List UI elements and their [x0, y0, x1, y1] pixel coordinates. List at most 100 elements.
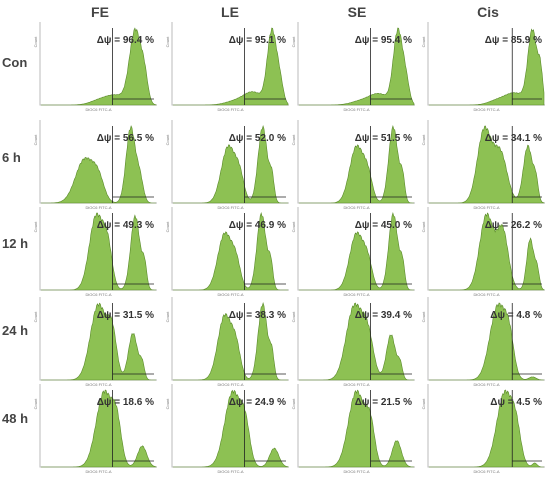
histogram-area [173, 27, 289, 106]
row-label-con: Con [2, 55, 28, 70]
x-axis-label: DiOC6 FITC-A [344, 205, 370, 210]
delta-psi-label: Δψ = 38.3 % [229, 310, 286, 321]
row-label-12h: 12 h [2, 236, 29, 251]
y-axis-label: Count [421, 134, 426, 146]
y-axis-label: Count [421, 398, 426, 410]
y-axis-label: Count [291, 311, 296, 323]
histogram-area [41, 302, 156, 381]
histogram-area [41, 27, 157, 106]
panel-le-6h: Count DiOC6 FITC-A Δψ = 52.0 % [165, 120, 289, 210]
y-axis-label: Count [33, 36, 38, 48]
histogram-area [173, 301, 288, 381]
histogram-area [173, 211, 288, 291]
x-axis-label: DiOC6 FITC-A [218, 205, 244, 210]
histogram-area [429, 212, 545, 291]
delta-psi-label: Δψ = 4.8 % [490, 310, 542, 321]
panel-cis-48h: Count DiOC6 FITC-A Δψ = 4.5 % [421, 384, 545, 474]
x-axis-label: DiOC6 FITC-A [86, 469, 112, 474]
delta-psi-label: Δψ = 34.1 % [485, 133, 542, 144]
delta-psi-label: Δψ = 39.4 % [355, 310, 412, 321]
histogram-area [299, 211, 414, 291]
histogram-area [173, 124, 288, 204]
x-axis-label: DiOC6 FITC-A [474, 107, 500, 112]
histogram-area [41, 212, 156, 291]
x-axis-label: DiOC6 FITC-A [86, 107, 112, 112]
panel-se-48h: Count DiOC6 FITC-A Δψ = 21.5 % [291, 384, 415, 474]
histogram-area [429, 389, 544, 468]
delta-psi-label: Δψ = 85.9 % [485, 35, 542, 46]
x-axis-label: DiOC6 FITC-A [344, 469, 370, 474]
histogram-area [299, 27, 415, 106]
y-axis-label: Count [165, 311, 170, 323]
panel-se-12h: Count DiOC6 FITC-A Δψ = 45.0 % [291, 207, 415, 297]
x-axis-label: DiOC6 FITC-A [344, 382, 370, 387]
x-axis-label: DiOC6 FITC-A [86, 205, 112, 210]
column-label-se: SE [347, 4, 367, 20]
x-axis-label: DiOC6 FITC-A [218, 292, 244, 297]
histogram-area [299, 124, 414, 204]
panel-fe-48h: Count DiOC6 FITC-A Δψ = 18.6 % [33, 384, 157, 474]
y-axis-label: Count [165, 221, 170, 233]
y-axis-label: Count [165, 134, 170, 146]
histogram-area [429, 28, 545, 106]
row-label-6h: 6 h [2, 150, 21, 165]
panel-se-con: Count DiOC6 FITC-A Δψ = 95.4 % [291, 22, 415, 112]
delta-psi-label: Δψ = 21.5 % [355, 397, 412, 408]
histogram-area [299, 389, 415, 468]
delta-psi-label: Δψ = 24.9 % [229, 397, 286, 408]
y-axis-label: Count [33, 398, 38, 410]
panel-cis-12h: Count DiOC6 FITC-A Δψ = 26.2 % [421, 207, 545, 297]
y-axis-label: Count [165, 398, 170, 410]
column-label-cis: Cis [477, 4, 499, 20]
y-axis-label: Count [291, 36, 296, 48]
y-axis-label: Count [421, 221, 426, 233]
delta-psi-label: Δψ = 18.6 % [97, 397, 154, 408]
panel-le-12h: Count DiOC6 FITC-A Δψ = 46.9 % [165, 207, 289, 297]
histogram-area [173, 389, 289, 468]
x-axis-label: DiOC6 FITC-A [474, 382, 500, 387]
delta-psi-label: Δψ = 51.5 % [355, 133, 412, 144]
y-axis-label: Count [291, 398, 296, 410]
y-axis-label: Count [421, 311, 426, 323]
y-axis-label: Count [291, 134, 296, 146]
panel-fe-12h: Count DiOC6 FITC-A Δψ = 49.3 % [33, 207, 157, 297]
delta-psi-label: Δψ = 52.0 % [229, 133, 286, 144]
row-label-24h: 24 h [2, 323, 29, 338]
panel-le-con: Count DiOC6 FITC-A Δψ = 95.1 % [165, 22, 289, 112]
panel-fe-24h: Count DiOC6 FITC-A Δψ = 31.5 % [33, 297, 157, 387]
y-axis-label: Count [33, 311, 38, 323]
column-label-fe: FE [91, 4, 109, 20]
panel-le-24h: Count DiOC6 FITC-A Δψ = 38.3 % [165, 297, 289, 387]
delta-psi-label: Δψ = 46.9 % [229, 220, 286, 231]
histogram-area [41, 389, 157, 468]
row-label-48h: 48 h [2, 411, 29, 426]
panel-fe-6h: Count DiOC6 FITC-A Δψ = 56.5 % [33, 120, 157, 210]
x-axis-label: DiOC6 FITC-A [218, 469, 244, 474]
column-label-le: LE [221, 4, 239, 20]
x-axis-label: DiOC6 FITC-A [218, 107, 244, 112]
histogram-area [429, 125, 545, 204]
y-axis-label: Count [33, 134, 38, 146]
panel-fe-con: Count DiOC6 FITC-A Δψ = 96.4 % [33, 22, 157, 112]
panel-se-6h: Count DiOC6 FITC-A Δψ = 51.5 % [291, 120, 415, 210]
y-axis-label: Count [165, 36, 170, 48]
histogram-area [429, 302, 544, 381]
delta-psi-label: Δψ = 4.5 % [490, 397, 542, 408]
x-axis-label: DiOC6 FITC-A [474, 469, 500, 474]
delta-psi-label: Δψ = 31.5 % [97, 310, 154, 321]
delta-psi-label: Δψ = 96.4 % [97, 35, 154, 46]
delta-psi-label: Δψ = 45.0 % [355, 220, 412, 231]
panel-se-24h: Count DiOC6 FITC-A Δψ = 39.4 % [291, 297, 415, 387]
y-axis-label: Count [421, 36, 426, 48]
delta-psi-label: Δψ = 95.4 % [355, 35, 412, 46]
delta-psi-label: Δψ = 26.2 % [485, 220, 542, 231]
y-axis-label: Count [33, 221, 38, 233]
x-axis-label: DiOC6 FITC-A [344, 107, 370, 112]
delta-psi-label: Δψ = 56.5 % [97, 133, 154, 144]
x-axis-label: DiOC6 FITC-A [218, 382, 244, 387]
x-axis-label: DiOC6 FITC-A [86, 382, 112, 387]
panel-le-48h: Count DiOC6 FITC-A Δψ = 24.9 % [165, 384, 289, 474]
delta-psi-label: Δψ = 49.3 % [97, 220, 154, 231]
